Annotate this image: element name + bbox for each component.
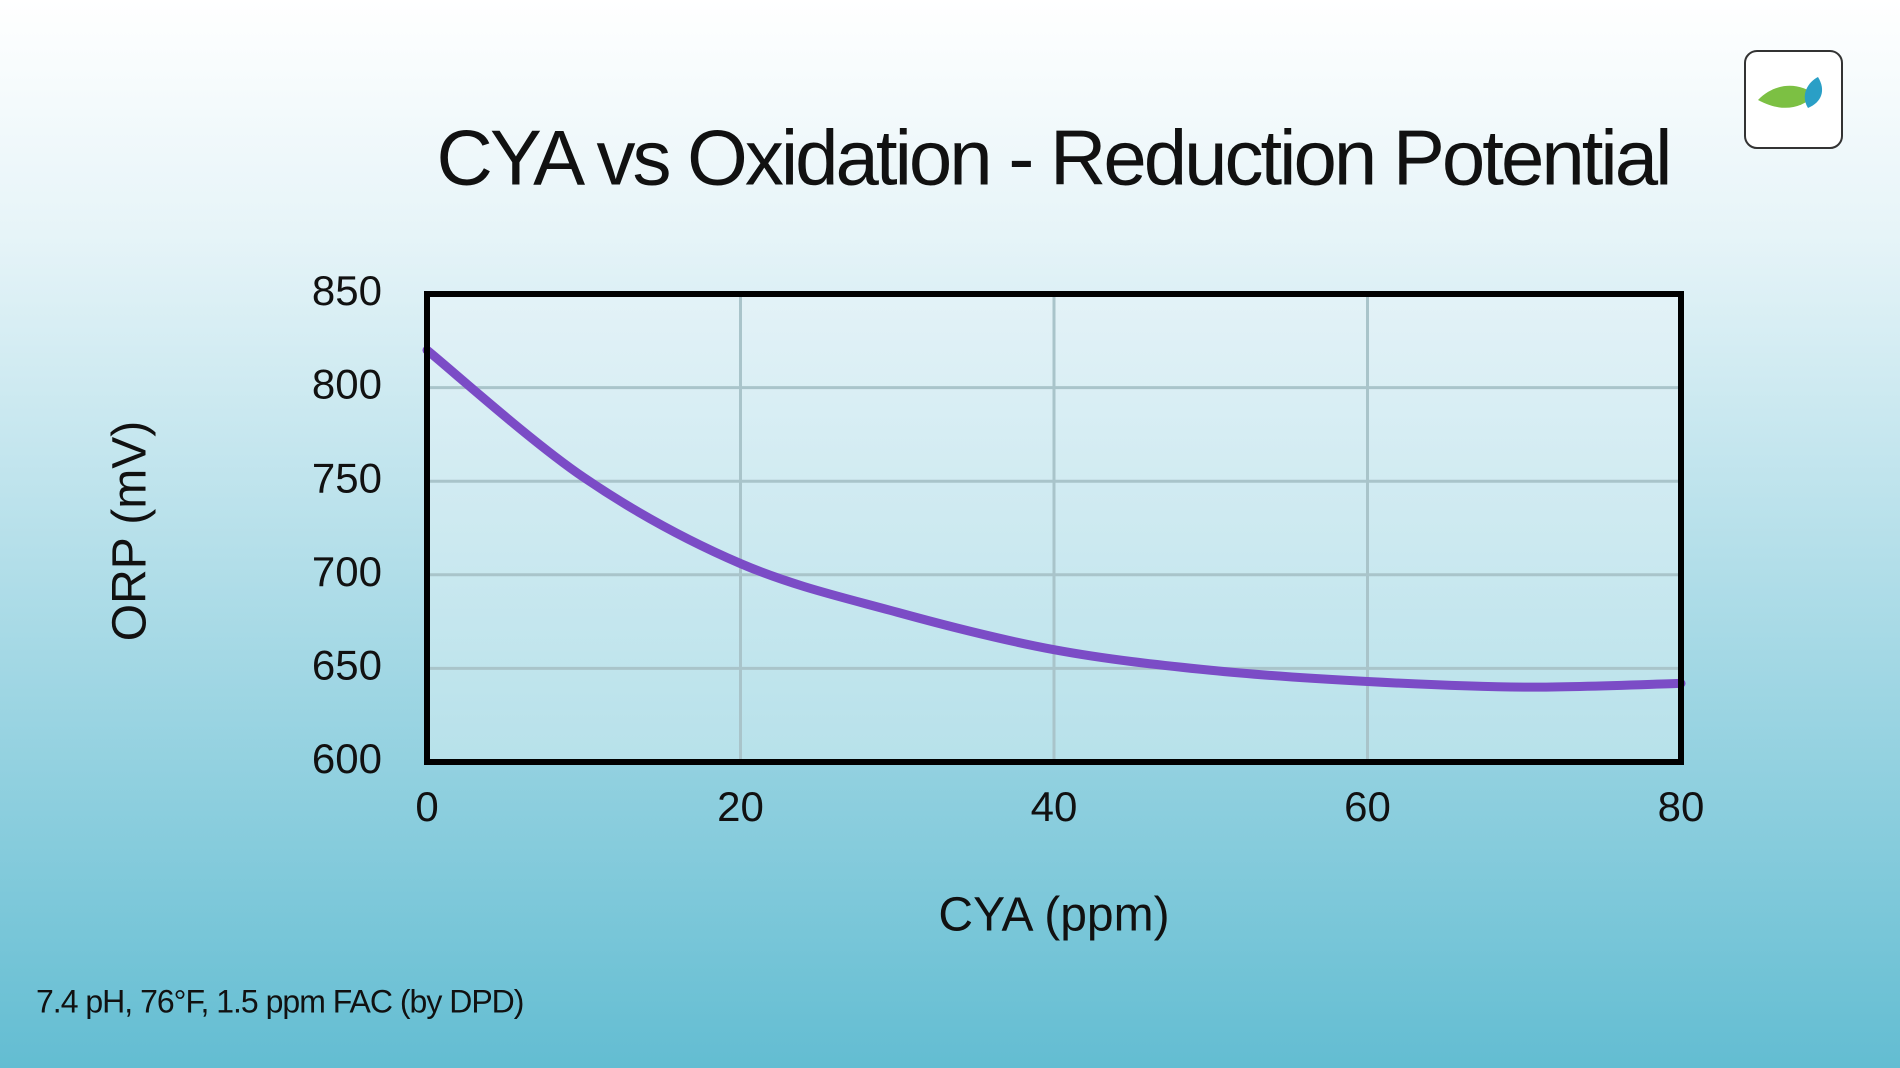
y-tick-label: 700	[312, 548, 382, 595]
y-tick-label: 600	[312, 735, 382, 782]
plot-border	[424, 291, 1684, 765]
y-tick-label: 750	[312, 454, 382, 501]
y-tick-label: 850	[312, 267, 382, 314]
data-line	[422, 345, 1686, 692]
x-tick-label: 80	[1658, 783, 1705, 830]
logo	[1744, 50, 1843, 149]
y-tick-label: 800	[312, 361, 382, 408]
x-tick-label: 0	[415, 783, 438, 830]
y-axis-label: ORP (mV)	[104, 421, 157, 641]
x-tick-label: 20	[717, 783, 764, 830]
annotation: 7.4 pH, 76°F, 1.5 ppm FAC (by DPD)	[36, 983, 523, 1019]
x-axis-label: CYA (ppm)	[938, 889, 1169, 942]
chart-title: CYA vs Oxidation - Reduction Potential	[437, 114, 1670, 202]
y-tick-label: 650	[312, 641, 382, 688]
x-tick-label: 40	[1031, 783, 1078, 830]
x-tick-label: 60	[1344, 783, 1391, 830]
